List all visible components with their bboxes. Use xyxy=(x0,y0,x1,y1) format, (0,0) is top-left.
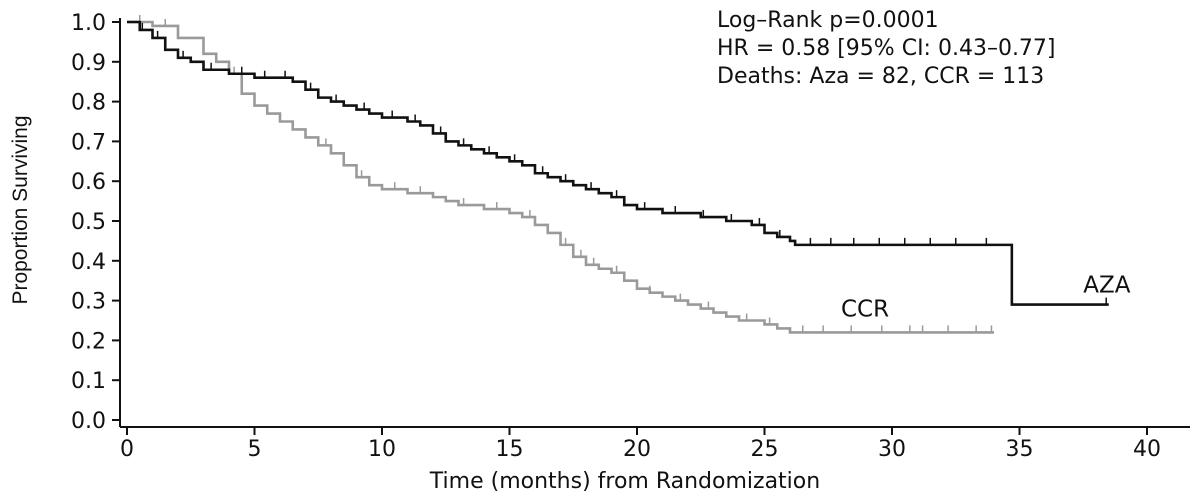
series-aza xyxy=(127,20,1109,306)
y-tick-label: 0.7 xyxy=(71,130,106,155)
x-tick-label: 25 xyxy=(751,437,779,462)
y-tick-label: 0.6 xyxy=(71,170,106,195)
y-axis-title: Proportion Surviving xyxy=(9,115,32,304)
series-ccr xyxy=(127,15,994,334)
x-tick-label: 5 xyxy=(248,437,262,462)
y-tick-label: 0.1 xyxy=(71,369,106,394)
y-axis-ticks: 0.0 0.1 0.2 0.3 0.4 0.5 0.6 0.7 0.8 0.9 1.0 xyxy=(71,11,120,434)
x-tick-label: 40 xyxy=(1133,437,1161,462)
axes xyxy=(119,18,1190,428)
stats-annotation-line: Log–Rank p=0.0001 xyxy=(717,8,939,33)
y-tick-label: 0.8 xyxy=(71,91,106,116)
y-tick-label: 0.9 xyxy=(71,51,106,76)
stats-annotation-line: HR = 0.58 [95% CI: 0.43–0.77] xyxy=(717,36,1056,61)
x-axis-ticks: 0 5 10 15 20 25 30 35 40 xyxy=(120,427,1161,462)
x-tick-label: 35 xyxy=(1006,437,1034,462)
y-tick-label: 0.2 xyxy=(71,329,106,354)
x-tick-label: 15 xyxy=(496,437,524,462)
x-tick-label: 10 xyxy=(368,437,396,462)
annotation-group: Log–Rank p=0.0001 HR = 0.58 [95% CI: 0.43… xyxy=(717,8,1056,89)
y-tick-label: 0.5 xyxy=(71,210,106,235)
y-tick-label: 1.0 xyxy=(71,11,106,36)
y-tick-label: 0.0 xyxy=(71,409,106,434)
x-axis-title: Time (months) from Randomization xyxy=(429,469,820,494)
series-label-ccr: CCR xyxy=(841,297,889,323)
x-tick-label: 0 xyxy=(120,437,134,462)
series-line-ccr xyxy=(127,20,994,334)
y-tick-label: 0.3 xyxy=(71,290,106,315)
stats-annotation-line: Deaths: Aza = 82, CCR = 113 xyxy=(717,64,1044,89)
series-line-aza xyxy=(127,20,1109,306)
x-tick-label: 20 xyxy=(623,437,651,462)
y-tick-label: 0.4 xyxy=(71,250,106,275)
series-group: AZA CCR xyxy=(127,15,1131,334)
x-tick-label: 30 xyxy=(878,437,906,462)
series-label-aza: AZA xyxy=(1083,273,1130,299)
